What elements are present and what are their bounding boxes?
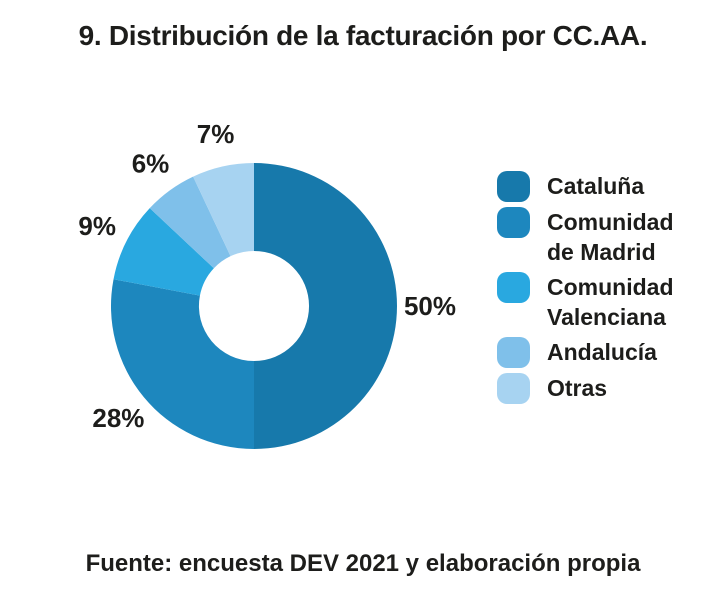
legend-label-comunidad-valenciana: Comunidad Valenciana xyxy=(547,274,674,330)
donut-slice-andalucia xyxy=(149,176,231,269)
legend-swatch-cataluna xyxy=(497,171,530,202)
slice-label-otras: 7% xyxy=(197,119,235,149)
donut-slice-otras xyxy=(193,163,254,257)
legend-swatch-otras xyxy=(497,373,530,404)
chart-title: 9. Distribución de la facturación por CC… xyxy=(78,20,648,51)
legend: Cataluña Comunidad de Madrid Comunidad Val… xyxy=(497,171,709,409)
donut-slice-comunidad-valenciana xyxy=(113,208,214,296)
legend-item-otras: Otras xyxy=(497,373,709,404)
legend-item-comunidad-de-madrid: Comunidad de Madrid xyxy=(497,207,709,267)
legend-item-andalucia: Andalucía xyxy=(497,337,709,368)
source-note: Fuente: encuesta DEV 2021 y elaboración … xyxy=(85,550,641,577)
legend-label-andalucia: Andalucía xyxy=(547,339,657,365)
legend-label-otras: Otras xyxy=(547,375,608,401)
legend-swatch-comunidad-de-madrid xyxy=(497,207,530,238)
donut-slice-comunidad-de-madrid xyxy=(110,279,255,449)
legend-item-comunidad-valenciana: Comunidad Valenciana xyxy=(497,272,709,332)
slice-label-comunidad-valenciana: 9% xyxy=(78,211,116,241)
legend-item-cataluna: Cataluña xyxy=(497,171,709,202)
slice-label-andalucia: 6% xyxy=(132,149,170,179)
slice-label-cataluna: 50% xyxy=(404,291,456,321)
legend-label-comunidad-de-madrid: Comunidad de Madrid xyxy=(547,209,674,265)
legend-swatch-andalucia xyxy=(497,337,530,368)
donut-chart: 50% 28% 9% 6% 7% xyxy=(78,119,456,449)
donut-slice-cataluna xyxy=(254,163,397,449)
slice-label-comunidad-de-madrid: 28% xyxy=(92,403,144,433)
legend-swatch-comunidad-valenciana xyxy=(497,272,530,303)
legend-label-cataluna: Cataluña xyxy=(547,173,645,199)
